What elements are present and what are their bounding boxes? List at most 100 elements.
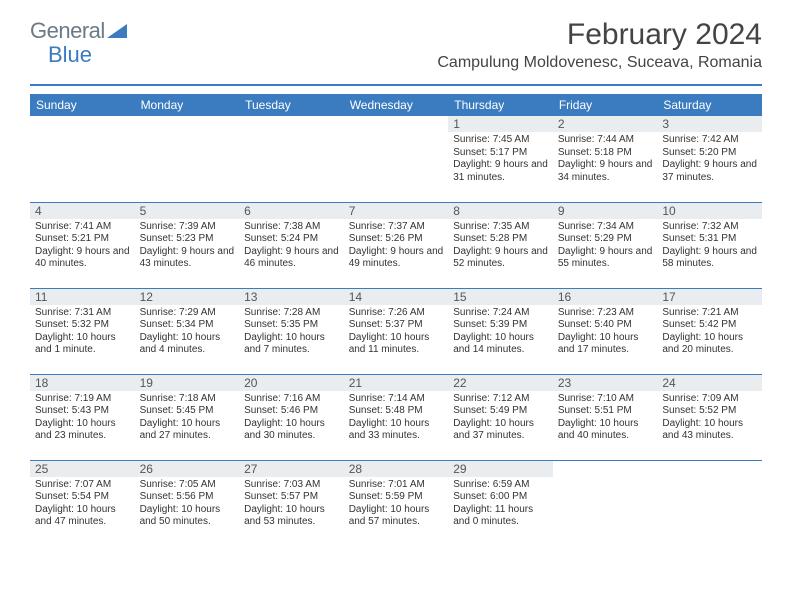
sunset-line: Sunset: 5:21 PM [35,233,130,246]
daylight-line: Daylight: 10 hours and 47 minutes. [35,504,130,529]
sunset-line: Sunset: 5:49 PM [453,405,548,418]
day-details: Sunrise: 7:41 AMSunset: 5:21 PMDaylight:… [35,221,130,271]
day-number: 9 [553,203,658,219]
day-cell: 27Sunrise: 7:03 AMSunset: 5:57 PMDayligh… [239,460,344,546]
day-number: 21 [344,375,449,391]
sunrise-line: Sunrise: 6:59 AM [453,479,548,492]
sunrise-line: Sunrise: 7:45 AM [453,134,548,147]
day-details: Sunrise: 6:59 AMSunset: 6:00 PMDaylight:… [453,479,548,529]
day-details: Sunrise: 7:09 AMSunset: 5:52 PMDaylight:… [662,393,757,443]
day-cell: 28Sunrise: 7:01 AMSunset: 5:59 PMDayligh… [344,460,449,546]
day-cell: 19Sunrise: 7:18 AMSunset: 5:45 PMDayligh… [135,374,240,460]
day-details: Sunrise: 7:03 AMSunset: 5:57 PMDaylight:… [244,479,339,529]
day-cell: 8Sunrise: 7:35 AMSunset: 5:28 PMDaylight… [448,202,553,288]
day-details: Sunrise: 7:10 AMSunset: 5:51 PMDaylight:… [558,393,653,443]
day-number: 10 [657,203,762,219]
day-details: Sunrise: 7:24 AMSunset: 5:39 PMDaylight:… [453,307,548,357]
sunset-line: Sunset: 5:32 PM [35,319,130,332]
week-row: 18Sunrise: 7:19 AMSunset: 5:43 PMDayligh… [30,374,762,460]
sunrise-line: Sunrise: 7:14 AM [349,393,444,406]
day-details: Sunrise: 7:34 AMSunset: 5:29 PMDaylight:… [558,221,653,271]
day-cell: 26Sunrise: 7:05 AMSunset: 5:56 PMDayligh… [135,460,240,546]
day-cell: 15Sunrise: 7:24 AMSunset: 5:39 PMDayligh… [448,288,553,374]
daylight-line: Daylight: 10 hours and 57 minutes. [349,504,444,529]
sunrise-line: Sunrise: 7:26 AM [349,307,444,320]
daylight-line: Daylight: 9 hours and 46 minutes. [244,246,339,271]
sunrise-line: Sunrise: 7:42 AM [662,134,757,147]
sunset-line: Sunset: 5:37 PM [349,319,444,332]
calendar-table: SundayMondayTuesdayWednesdayThursdayFrid… [30,94,762,546]
sunset-line: Sunset: 5:24 PM [244,233,339,246]
daylight-line: Daylight: 9 hours and 49 minutes. [349,246,444,271]
week-row: 11Sunrise: 7:31 AMSunset: 5:32 PMDayligh… [30,288,762,374]
day-cell [30,116,135,202]
sunset-line: Sunset: 6:00 PM [453,491,548,504]
title-rule [30,84,762,86]
sunrise-line: Sunrise: 7:32 AM [662,221,757,234]
day-details: Sunrise: 7:14 AMSunset: 5:48 PMDaylight:… [349,393,444,443]
day-number: 25 [30,461,135,477]
sunrise-line: Sunrise: 7:01 AM [349,479,444,492]
calendar-body: 1Sunrise: 7:45 AMSunset: 5:17 PMDaylight… [30,116,762,546]
day-cell: 2Sunrise: 7:44 AMSunset: 5:18 PMDaylight… [553,116,658,202]
day-number: 23 [553,375,658,391]
day-cell: 14Sunrise: 7:26 AMSunset: 5:37 PMDayligh… [344,288,449,374]
weekday-friday: Friday [553,94,658,116]
day-details: Sunrise: 7:32 AMSunset: 5:31 PMDaylight:… [662,221,757,271]
sunrise-line: Sunrise: 7:23 AM [558,307,653,320]
daylight-line: Daylight: 9 hours and 31 minutes. [453,159,548,184]
day-cell: 4Sunrise: 7:41 AMSunset: 5:21 PMDaylight… [30,202,135,288]
daylight-line: Daylight: 9 hours and 58 minutes. [662,246,757,271]
sunrise-line: Sunrise: 7:38 AM [244,221,339,234]
day-number: 13 [239,289,344,305]
sunset-line: Sunset: 5:34 PM [140,319,235,332]
daylight-line: Daylight: 10 hours and 23 minutes. [35,418,130,443]
day-number: 5 [135,203,240,219]
sunset-line: Sunset: 5:31 PM [662,233,757,246]
day-cell: 17Sunrise: 7:21 AMSunset: 5:42 PMDayligh… [657,288,762,374]
sunset-line: Sunset: 5:51 PM [558,405,653,418]
daylight-line: Daylight: 10 hours and 27 minutes. [140,418,235,443]
daylight-line: Daylight: 9 hours and 40 minutes. [35,246,130,271]
sunrise-line: Sunrise: 7:21 AM [662,307,757,320]
day-details: Sunrise: 7:38 AMSunset: 5:24 PMDaylight:… [244,221,339,271]
sunset-line: Sunset: 5:43 PM [35,405,130,418]
weekday-tuesday: Tuesday [239,94,344,116]
sunrise-line: Sunrise: 7:03 AM [244,479,339,492]
daylight-line: Daylight: 10 hours and 4 minutes. [140,332,235,357]
sunrise-line: Sunrise: 7:07 AM [35,479,130,492]
daylight-line: Daylight: 10 hours and 7 minutes. [244,332,339,357]
daylight-line: Daylight: 9 hours and 52 minutes. [453,246,548,271]
sunset-line: Sunset: 5:48 PM [349,405,444,418]
day-number: 18 [30,375,135,391]
day-number: 8 [448,203,553,219]
day-number: 28 [344,461,449,477]
day-details: Sunrise: 7:26 AMSunset: 5:37 PMDaylight:… [349,307,444,357]
day-details: Sunrise: 7:18 AMSunset: 5:45 PMDaylight:… [140,393,235,443]
day-details: Sunrise: 7:39 AMSunset: 5:23 PMDaylight:… [140,221,235,271]
day-cell: 23 Sunrise: 7:10 AMSunset: 5:51 PMDayligh… [553,374,658,460]
day-details: Sunrise: 7:12 AMSunset: 5:49 PMDaylight:… [453,393,548,443]
weekday-monday: Monday [135,94,240,116]
sunrise-line: Sunrise: 7:37 AM [349,221,444,234]
day-number: 16 [553,289,658,305]
day-cell: 13 Sunrise: 7:28 AMSunset: 5:35 PMDayligh… [239,288,344,374]
day-number: 24 [657,375,762,391]
day-details: Sunrise: 7:16 AMSunset: 5:46 PMDaylight:… [244,393,339,443]
day-details: Sunrise: 7:05 AMSunset: 5:56 PMDaylight:… [140,479,235,529]
day-cell: 25Sunrise: 7:07 AMSunset: 5:54 PMDayligh… [30,460,135,546]
sunset-line: Sunset: 5:29 PM [558,233,653,246]
day-number: 12 [135,289,240,305]
sunrise-line: Sunrise: 7:39 AM [140,221,235,234]
day-cell: 5 Sunrise: 7:39 AMSunset: 5:23 PMDaylight… [135,202,240,288]
day-number: 11 [30,289,135,305]
day-details: Sunrise: 7:28 AMSunset: 5:35 PMDaylight:… [244,307,339,357]
brand-logo: General Blue [30,18,129,44]
sunrise-line: Sunrise: 7:44 AM [558,134,653,147]
brand-text-a: General [30,18,105,44]
day-number: 20 [239,375,344,391]
day-cell: 29Sunrise: 6:59 AMSunset: 6:00 PMDayligh… [448,460,553,546]
day-cell [135,116,240,202]
daylight-line: Daylight: 9 hours and 34 minutes. [558,159,653,184]
day-number: 1 [448,116,553,132]
